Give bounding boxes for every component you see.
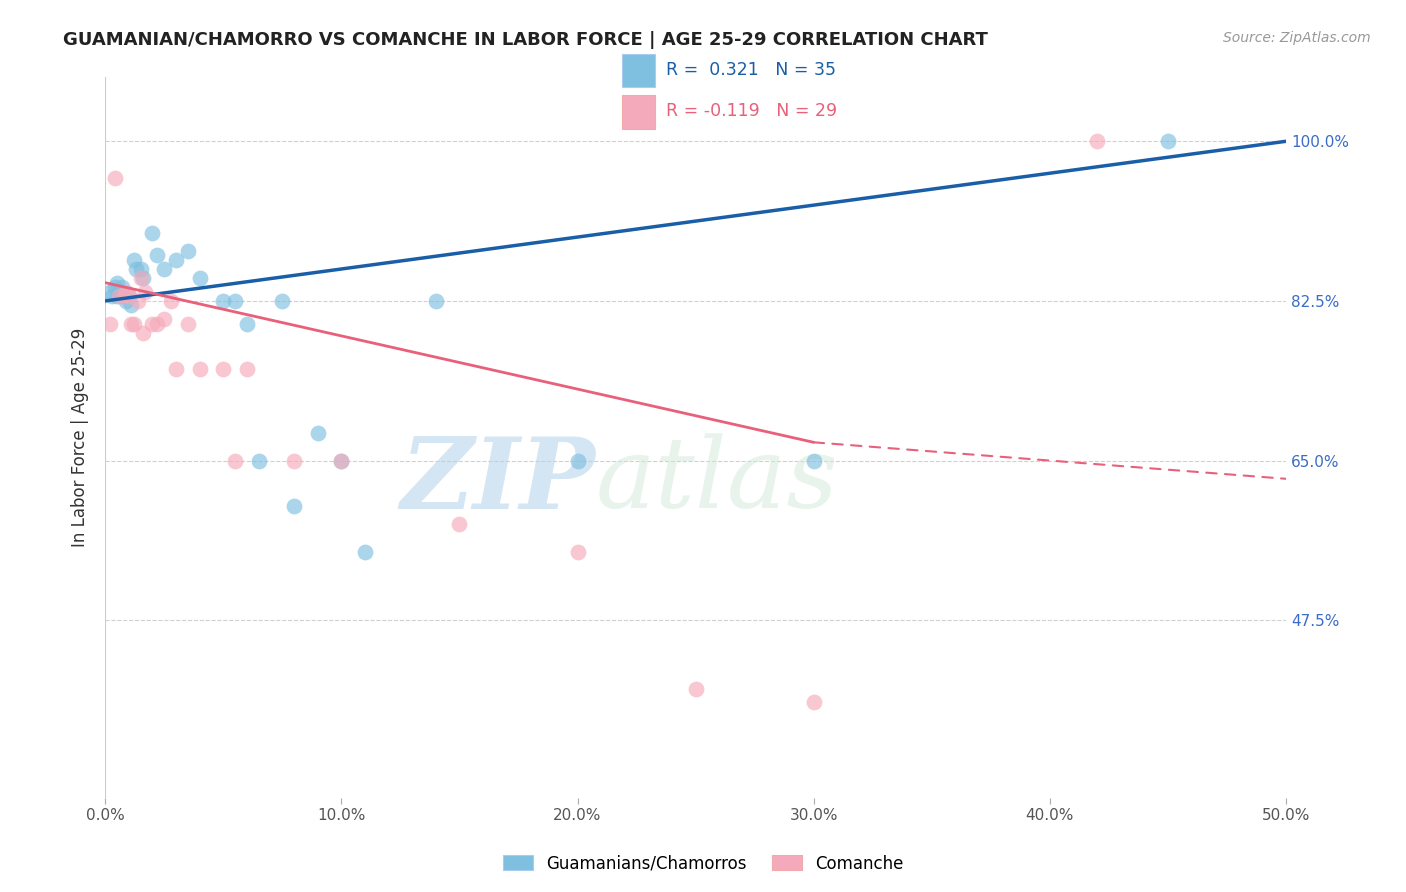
Point bbox=[354, 545, 377, 559]
Point bbox=[129, 262, 152, 277]
Point bbox=[177, 317, 200, 331]
Point bbox=[118, 289, 141, 303]
Point bbox=[120, 317, 142, 331]
Point bbox=[115, 293, 138, 308]
Point bbox=[212, 293, 235, 308]
Point bbox=[108, 285, 131, 299]
Point bbox=[449, 517, 471, 532]
Point bbox=[112, 289, 135, 303]
Point bbox=[129, 271, 152, 285]
Point bbox=[120, 298, 142, 312]
Point bbox=[98, 285, 121, 299]
Point bbox=[98, 317, 121, 331]
Point bbox=[105, 289, 128, 303]
Point bbox=[134, 285, 156, 299]
Point bbox=[177, 244, 200, 258]
Text: R =  0.321   N = 35: R = 0.321 N = 35 bbox=[665, 62, 835, 79]
Point bbox=[104, 280, 127, 294]
Point bbox=[104, 170, 127, 185]
Text: GUAMANIAN/CHAMORRO VS COMANCHE IN LABOR FORCE | AGE 25-29 CORRELATION CHART: GUAMANIAN/CHAMORRO VS COMANCHE IN LABOR … bbox=[63, 31, 988, 49]
Point bbox=[307, 426, 329, 441]
Point bbox=[330, 453, 353, 467]
Text: ZIP: ZIP bbox=[401, 433, 595, 529]
Point bbox=[141, 226, 163, 240]
Point bbox=[146, 317, 169, 331]
Point bbox=[567, 453, 589, 467]
Text: R = -0.119   N = 29: R = -0.119 N = 29 bbox=[665, 103, 837, 120]
Point bbox=[105, 276, 128, 290]
Point bbox=[188, 271, 211, 285]
Point bbox=[425, 293, 447, 308]
Point bbox=[122, 252, 145, 267]
Point bbox=[112, 289, 135, 303]
Point bbox=[803, 695, 825, 709]
Point bbox=[125, 262, 148, 277]
Point bbox=[283, 499, 305, 513]
Point bbox=[188, 362, 211, 376]
Point bbox=[1157, 134, 1180, 148]
Point bbox=[283, 453, 305, 467]
Point bbox=[132, 326, 155, 340]
Point bbox=[236, 317, 259, 331]
Text: atlas: atlas bbox=[595, 434, 838, 529]
Point bbox=[224, 293, 246, 308]
FancyBboxPatch shape bbox=[621, 54, 655, 87]
Point bbox=[212, 362, 235, 376]
Point bbox=[271, 293, 294, 308]
Point bbox=[160, 293, 183, 308]
Point bbox=[111, 280, 134, 294]
Point bbox=[141, 317, 163, 331]
Point bbox=[118, 289, 141, 303]
Text: Source: ZipAtlas.com: Source: ZipAtlas.com bbox=[1223, 31, 1371, 45]
Point bbox=[153, 262, 176, 277]
Point bbox=[1085, 134, 1108, 148]
Point bbox=[236, 362, 259, 376]
Point bbox=[132, 271, 155, 285]
Point bbox=[146, 248, 169, 262]
Point bbox=[153, 312, 176, 326]
Point bbox=[108, 289, 131, 303]
Point bbox=[115, 285, 138, 299]
Legend: Guamanians/Chamorros, Comanche: Guamanians/Chamorros, Comanche bbox=[496, 848, 910, 880]
Point bbox=[567, 545, 589, 559]
Y-axis label: In Labor Force | Age 25-29: In Labor Force | Age 25-29 bbox=[72, 328, 89, 548]
Point bbox=[127, 293, 149, 308]
Point bbox=[122, 317, 145, 331]
Point bbox=[803, 453, 825, 467]
FancyBboxPatch shape bbox=[621, 95, 655, 129]
Point bbox=[165, 252, 187, 267]
Point bbox=[101, 289, 124, 303]
Point bbox=[685, 681, 707, 696]
Point bbox=[111, 289, 134, 303]
Point bbox=[224, 453, 246, 467]
Point bbox=[165, 362, 187, 376]
Point bbox=[330, 453, 353, 467]
Point bbox=[247, 453, 270, 467]
